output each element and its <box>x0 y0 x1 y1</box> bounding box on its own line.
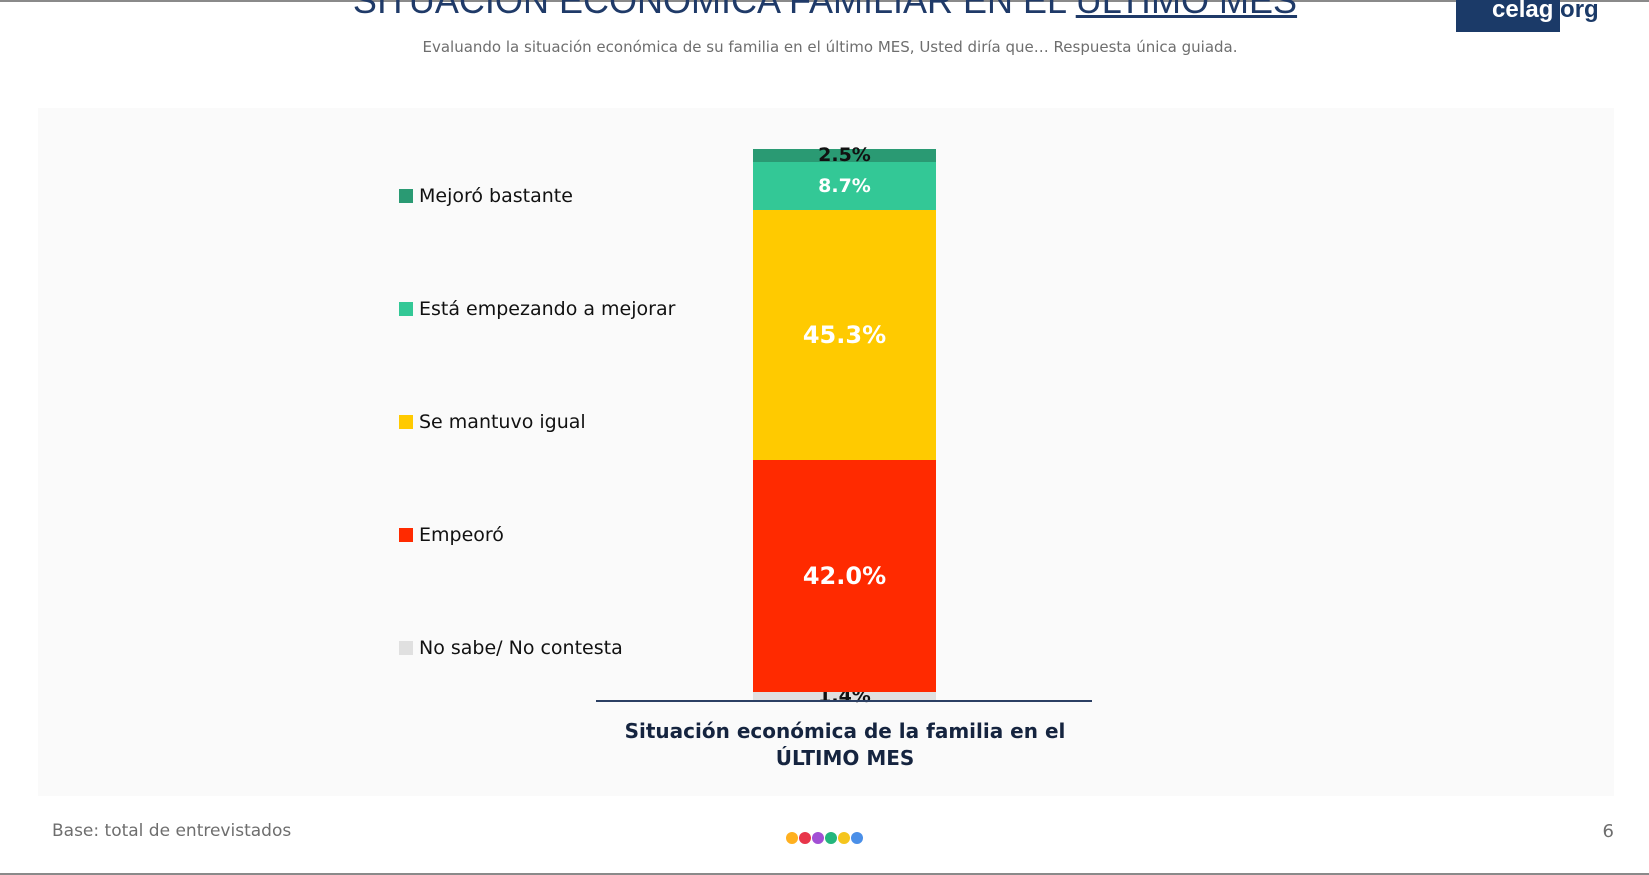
data-label-mejoro-bastante: 2.5% <box>818 144 871 167</box>
data-label-esta-empezando-a-mejorar: 8.7% <box>818 174 871 197</box>
bar-segment-mejoro-bastante <box>753 148 936 163</box>
slide-title-part1: SITUACIÓN ECONÓMICA FAMILIAR EN EL <box>352 0 1076 21</box>
legend-swatch <box>399 302 413 316</box>
footer-dots <box>786 832 863 844</box>
legend-label: Se mantuvo igual <box>419 411 586 433</box>
legend-item-esta-empezando-a-mejorar: Está empezando a mejorar <box>399 297 675 321</box>
footer-dot <box>825 832 837 844</box>
slide-subtitle: Evaluando la situación económica de su f… <box>422 38 1238 56</box>
page-number: 6 <box>1602 821 1614 842</box>
bar-segment-empeoro <box>753 460 936 693</box>
footer-dot <box>838 832 850 844</box>
bar-segment-esta-empezando-a-mejorar <box>753 162 936 211</box>
legend-swatch <box>399 189 413 203</box>
data-label-se-mantuvo-igual: 45.3% <box>802 321 887 349</box>
logo-suffix: .org <box>1553 0 1599 23</box>
legend-item-mejoro-bastante: Mejoró bastante <box>399 184 573 208</box>
data-label-empeoro: 42.0% <box>802 561 887 590</box>
legend-swatch <box>399 528 413 542</box>
bar-segment-no-sabe-no-contesta <box>753 692 936 700</box>
footer-dot <box>786 832 798 844</box>
slide-title-part2: ÚLTIMO MES <box>1075 0 1298 21</box>
top-rule <box>0 0 1649 2</box>
legend-label: Mejoró bastante <box>419 185 573 207</box>
legend-item-se-mantuvo-igual: Se mantuvo igual <box>399 410 586 434</box>
legend-label: Está empezando a mejorar <box>419 298 676 320</box>
footer-dot <box>851 832 863 844</box>
legend-item-empeoro: Empeoró <box>399 523 504 547</box>
x-axis-line <box>596 700 1092 702</box>
footer-base-note: Base: total de entrevistados <box>52 821 292 841</box>
legend-swatch <box>399 415 413 429</box>
legend-label: No sabe/ No contesta <box>419 637 623 659</box>
category-label: Situación económica de la familia en el … <box>624 719 1066 770</box>
celag-logo: celag.org <box>1492 0 1599 24</box>
logo-box <box>1456 0 1560 32</box>
legend-label: Empeoró <box>419 524 504 546</box>
bar-segment-se-mantuvo-igual <box>753 210 936 461</box>
legend-swatch <box>399 641 413 655</box>
slide-title: SITUACIÓN ECONÓMICA FAMILIAR EN EL ÚLTIM… <box>310 0 1340 26</box>
footer-dot <box>799 832 811 844</box>
logo-main: celag <box>1492 0 1554 23</box>
bottom-rule <box>0 873 1649 875</box>
legend-item-no-sabe-no-contesta: No sabe/ No contesta <box>399 636 623 660</box>
footer-dot <box>812 832 824 844</box>
